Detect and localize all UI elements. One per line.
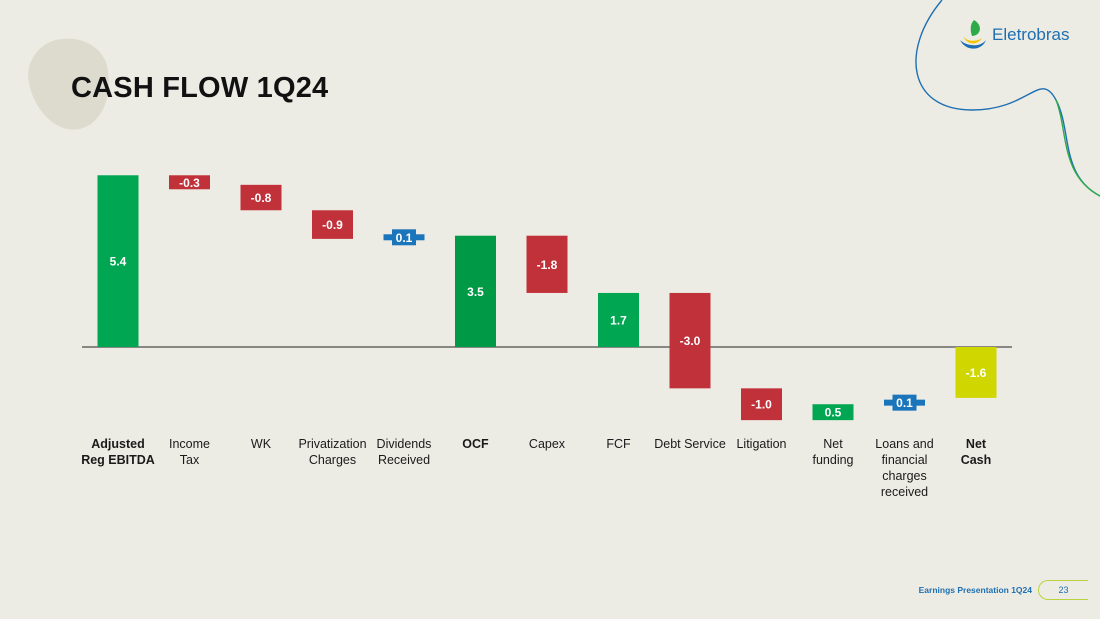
value-label-capex: -1.8: [537, 258, 558, 272]
footer-presentation-name: Earnings Presentation 1Q24: [918, 585, 1032, 595]
value-label-net-cash: -1.6: [966, 366, 987, 380]
value-label-dividends-received: 0.1: [396, 231, 413, 245]
value-label-privatization-charges: -0.9: [322, 218, 343, 232]
value-label-ocf: 3.5: [467, 285, 484, 299]
value-box-loans-and-financial-charges-received: [892, 394, 917, 411]
bar-privatization-charges: [312, 210, 353, 239]
category-label-fcf: FCF: [606, 437, 631, 451]
bar-income-tax: [169, 175, 210, 190]
category-label-net-cash: Net Cash: [960, 437, 992, 467]
bar-fcf: [598, 292, 639, 347]
bar-ocf: [455, 235, 496, 347]
bar-litigation: [741, 388, 782, 421]
brand-name: Eletrobras: [992, 25, 1070, 44]
page-number: 23: [1038, 580, 1088, 600]
category-label-privatization-charges: Privatization Charges: [298, 437, 367, 467]
category-label-loans-and-financial-charges-received: Loans and financial charges received: [875, 437, 934, 499]
value-label-net-funding: 0.5: [825, 406, 842, 420]
brand-logo: Eletrobras: [958, 18, 1069, 52]
value-label-fcf: 1.7: [610, 313, 627, 327]
bar-wk: [240, 184, 282, 211]
bar-debt-service: [669, 292, 711, 389]
bar-capex: [526, 235, 568, 293]
category-label-adjusted-reg-ebitda: Adjusted Reg EBITDA: [81, 437, 155, 467]
category-label-litigation: Litigation: [736, 437, 787, 451]
value-label-wk: -0.8: [251, 191, 272, 205]
category-label-dividends-received: Dividends Received: [376, 437, 432, 467]
value-box-dividends-received: [392, 229, 416, 246]
category-label-wk: WK: [250, 437, 272, 451]
category-label-net-funding: Net funding: [812, 437, 854, 467]
value-label-income-tax: -0.3: [179, 176, 200, 190]
value-label-debt-service: -3.0: [680, 334, 701, 348]
value-label-adjusted-reg-ebitda: 5.4: [110, 255, 127, 269]
value-label-loans-and-financial-charges-received: 0.1: [896, 396, 913, 410]
category-label-ocf: OCF: [462, 437, 489, 451]
category-label-income-tax: Income Tax: [169, 437, 210, 467]
page-title: CASH FLOW 1Q24: [71, 72, 329, 104]
category-label-capex: Capex: [528, 437, 566, 451]
bar-adjusted-reg-ebitda: [97, 175, 139, 347]
bar-net-funding: [812, 404, 854, 421]
category-label-debt-service: Debt Service: [654, 437, 726, 451]
value-label-litigation: -1.0: [751, 398, 772, 412]
eletrobras-logo-icon: [960, 20, 986, 49]
bar-net-cash: [955, 347, 997, 398]
